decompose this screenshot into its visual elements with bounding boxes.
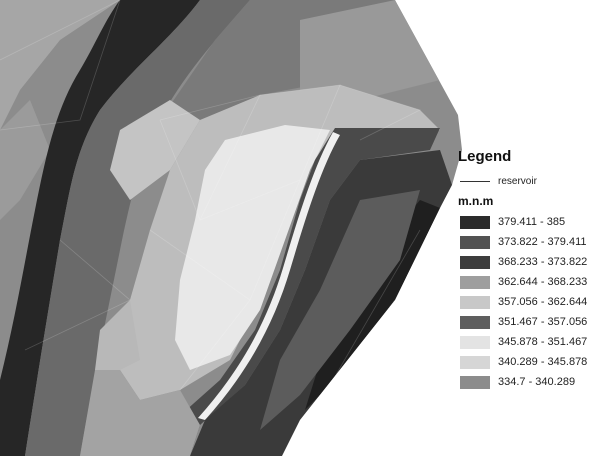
terrain-band-lowest <box>175 125 330 370</box>
terrain-band-high <box>25 0 250 456</box>
legend-class-label: 368.233 - 373.822 <box>498 256 588 268</box>
legend-class-label: 334.7 - 340.289 <box>498 376 576 388</box>
legend-class-item: 368.233 - 373.822 <box>458 253 608 271</box>
terrain-facet-upper <box>300 0 440 100</box>
legend-class-label: 351.467 - 357.056 <box>498 316 588 328</box>
color-swatch-icon <box>460 235 490 249</box>
legend-class-item: 357.056 - 362.644 <box>458 293 608 311</box>
legend-line-item: reservoir <box>458 172 608 190</box>
color-swatch-icon <box>460 315 490 329</box>
terrain-facet-bottom <box>80 370 200 456</box>
legend-title: Legend <box>458 148 512 165</box>
legend-class-label: 362.644 - 368.233 <box>498 276 588 288</box>
legend-class-list: 379.411 - 385 373.822 - 379.411 368.233 … <box>458 213 608 391</box>
color-swatch-icon <box>460 295 490 309</box>
color-swatch-icon <box>460 335 490 349</box>
line-symbol-icon <box>460 180 490 182</box>
terrain-band-lower-right-dark <box>305 200 440 410</box>
legend-class-label: 345.878 - 351.467 <box>498 336 588 348</box>
legend-class-item: 362.644 - 368.233 <box>458 273 608 291</box>
legend-class-label: 379.411 - 385 <box>498 216 566 228</box>
legend-class-item: 334.7 - 340.289 <box>458 373 608 391</box>
legend-class-item: 345.878 - 351.467 <box>458 333 608 351</box>
legend-units-label: m.n.m <box>458 194 494 208</box>
legend-line-label: reservoir <box>498 175 537 187</box>
legend-class-label: 340.289 - 345.878 <box>498 356 588 368</box>
reservoir-strip <box>198 132 340 420</box>
legend-class-item: 351.467 - 357.056 <box>458 313 608 331</box>
color-swatch-icon <box>460 375 490 389</box>
legend-class-label: 357.056 - 362.644 <box>498 296 588 308</box>
terrain-band-left-mid <box>0 100 50 220</box>
legend-class-item: 373.822 - 379.411 <box>458 233 608 251</box>
terrain-band-lower-right-mid <box>260 190 420 430</box>
map-legend: Legend reservoir m.n.m 379.411 - 385 373… <box>458 148 608 393</box>
legend-class-item: 379.411 - 385 <box>458 213 608 231</box>
color-swatch-icon <box>460 275 490 289</box>
color-swatch-icon <box>460 355 490 369</box>
terrain-band-highest <box>0 0 200 456</box>
legend-class-label: 373.822 - 379.411 <box>498 236 587 248</box>
color-swatch-icon <box>460 255 490 269</box>
terrain-band-upper-left <box>0 0 120 130</box>
legend-class-item: 340.289 - 345.878 <box>458 353 608 371</box>
terrain-facet-left-plateau <box>110 100 200 200</box>
terrain-facet-bottom-left <box>95 300 140 370</box>
color-swatch-icon <box>460 215 490 229</box>
